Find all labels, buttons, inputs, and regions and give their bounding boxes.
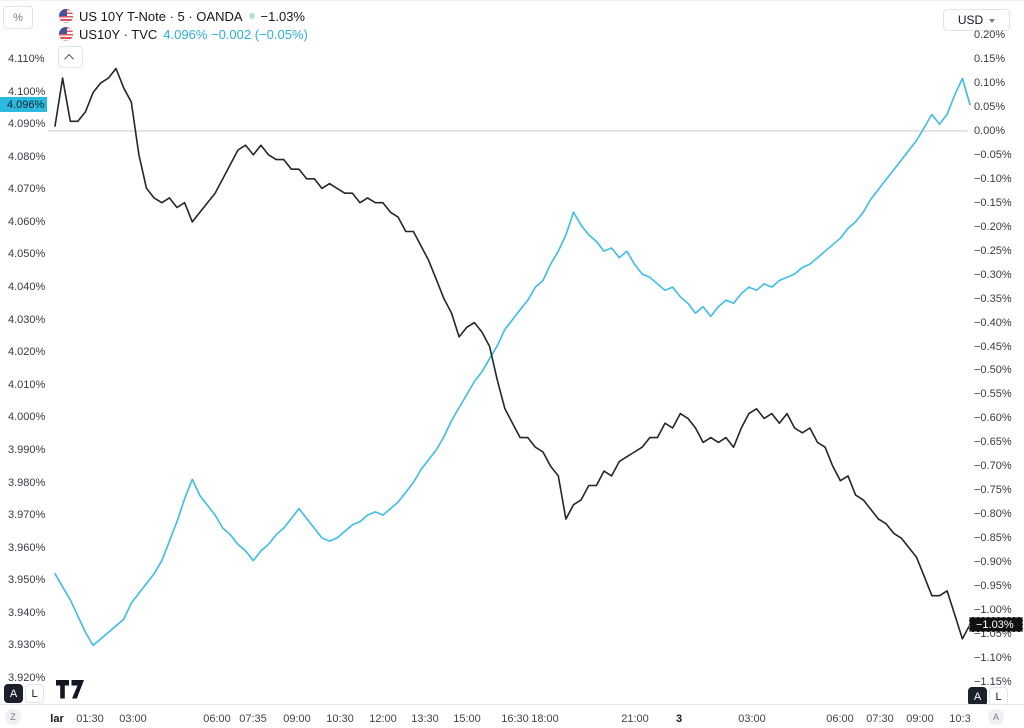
- price-chart-plot[interactable]: [0, 1, 1024, 704]
- us-flag-icon: [59, 27, 73, 41]
- time-axis-tick: 10:3: [949, 713, 971, 725]
- left-axis-tick: 4.080%: [8, 151, 46, 163]
- time-axis-tick: 13:30: [411, 713, 439, 725]
- legend-row-us10y[interactable]: US10Y · TVC 4.096% −0.002 (−0.05%): [59, 25, 308, 43]
- us10y-symbol-title: US10Y · TVC: [79, 26, 158, 42]
- tnote-change-label: −1.03%: [969, 617, 1023, 632]
- us10y-price-label: 4.096%: [0, 97, 47, 112]
- currency-label: USD: [957, 13, 984, 27]
- percent-scale-label: %: [13, 11, 23, 24]
- series-status-dot-icon: [248, 13, 255, 19]
- right-axis-tick: 0.15%: [974, 53, 1006, 65]
- left-axis-tick: 3.970%: [8, 509, 46, 521]
- right-axis-tick: −0.50%: [974, 364, 1012, 376]
- right-axis-tick: −1.10%: [974, 652, 1012, 664]
- left-axis-tick: 4.090%: [8, 118, 46, 130]
- time-axis-tick: lar: [50, 713, 64, 725]
- left-axis-tick: 4.010%: [8, 379, 46, 391]
- right-axis-tick: 0.05%: [974, 101, 1006, 113]
- left-axis-tick: 3.920%: [8, 672, 46, 684]
- left-axis-tick: 3.940%: [8, 607, 46, 619]
- right-axis-tick: −0.45%: [974, 341, 1012, 353]
- time-axis-tick: 15:00: [453, 713, 481, 725]
- time-axis-tick: 10:30: [326, 713, 354, 725]
- tnote-change-value: −1.03%: [260, 8, 305, 24]
- right-axis-tick: 0.10%: [974, 77, 1006, 89]
- time-axis-tick: 21:00: [621, 713, 649, 725]
- right-axis-tick: −0.10%: [974, 173, 1012, 185]
- tnote-symbol-title: US 10Y T-Note · 5 · OANDA: [79, 8, 243, 24]
- right-axis-tick: −0.90%: [974, 556, 1012, 568]
- time-axis-tick: 3: [675, 713, 683, 725]
- right-axis-tick: 0.00%: [974, 125, 1006, 137]
- time-axis-tick: 12:00: [369, 713, 397, 725]
- us-flag-icon: [59, 9, 73, 23]
- time-axis-tick: 16:30: [501, 713, 529, 725]
- left-axis-tick: 4.050%: [8, 248, 46, 260]
- left-axis-tick: 3.960%: [8, 542, 46, 554]
- right-axis-tick: −0.60%: [974, 412, 1012, 424]
- right-axis-tick: −0.95%: [974, 580, 1012, 592]
- right-axis-tick: −0.35%: [974, 293, 1012, 305]
- us10y-line-series: [54, 77, 971, 647]
- left-log-scale-button[interactable]: L: [25, 684, 44, 703]
- left-axis-tick: 3.990%: [8, 444, 46, 456]
- timezone-button[interactable]: Z: [5, 709, 21, 725]
- us10y-quote-values: 4.096% −0.002 (−0.05%): [163, 26, 308, 42]
- left-axis-tick: 4.060%: [8, 216, 46, 228]
- percent-scale-button[interactable]: %: [3, 6, 33, 29]
- right-axis-tick: −0.40%: [974, 317, 1012, 329]
- time-axis-tick: 18:00: [531, 713, 559, 725]
- left-axis-tick: 4.110%: [8, 53, 45, 65]
- left-auto-scale-button[interactable]: A: [4, 684, 23, 703]
- right-axis-tick: −0.05%: [974, 149, 1012, 161]
- left-axis-tick: 3.950%: [8, 574, 46, 586]
- right-axis-tick: −0.80%: [974, 508, 1012, 520]
- chevron-up-icon: [64, 53, 75, 64]
- left-axis-tick: 3.930%: [8, 639, 46, 651]
- time-axis-tick: 09:00: [906, 713, 934, 725]
- tradingview-logo[interactable]: [56, 680, 86, 704]
- right-axis-tick: 0.20%: [974, 29, 1006, 41]
- time-axis[interactable]: Z A lar 01:30 03:00 06:00 07:35 09:00 10:30 12:…: [0, 704, 1024, 728]
- time-axis-tick: 03:00: [738, 713, 766, 725]
- right-axis-tick: −0.75%: [974, 484, 1012, 496]
- time-axis-tick: 06:00: [826, 713, 854, 725]
- currency-dropdown[interactable]: USD: [943, 9, 1010, 31]
- right-axis-tick: −0.85%: [974, 532, 1012, 544]
- chevron-down-icon: [989, 18, 996, 26]
- right-axis-tick: −0.15%: [974, 197, 1012, 209]
- legend-collapse-button[interactable]: [58, 46, 83, 68]
- time-axis-tick: 06:00: [203, 713, 231, 725]
- right-axis-tick: −0.70%: [974, 460, 1012, 472]
- legend-row-tnote[interactable]: US 10Y T-Note · 5 · OANDA −1.03%: [59, 7, 308, 25]
- left-axis-tick: 4.000%: [8, 411, 46, 423]
- right-axis-tick: −0.25%: [974, 245, 1012, 257]
- left-axis-tick: 4.020%: [8, 346, 46, 358]
- right-axis-tick: −1.00%: [974, 604, 1012, 616]
- left-axis-tick: 4.070%: [8, 183, 46, 195]
- tnote-line-series: [54, 67, 971, 640]
- time-axis-tick: 07:30: [866, 713, 894, 725]
- legend: US 10Y T-Note · 5 · OANDA −1.03% US10Y ·…: [59, 7, 308, 43]
- time-auto-button[interactable]: A: [988, 709, 1004, 725]
- right-axis-tick: −0.65%: [974, 436, 1012, 448]
- left-axis-tick: 4.030%: [8, 314, 46, 326]
- right-axis-tick: −0.55%: [974, 388, 1012, 400]
- right-axis-tick: −1.15%: [974, 676, 1012, 688]
- right-axis-tick: −0.30%: [974, 269, 1012, 281]
- right-axis-tick: −0.20%: [974, 221, 1012, 233]
- time-axis-tick: 07:35: [239, 713, 267, 725]
- left-axis-tick: 4.100%: [8, 86, 46, 98]
- time-axis-tick: 09:00: [283, 713, 311, 725]
- left-axis-tick: 3.980%: [8, 477, 46, 489]
- left-axis-tick: 4.040%: [8, 281, 46, 293]
- time-axis-tick: 01:30: [76, 713, 104, 725]
- time-axis-tick: 03:00: [119, 713, 147, 725]
